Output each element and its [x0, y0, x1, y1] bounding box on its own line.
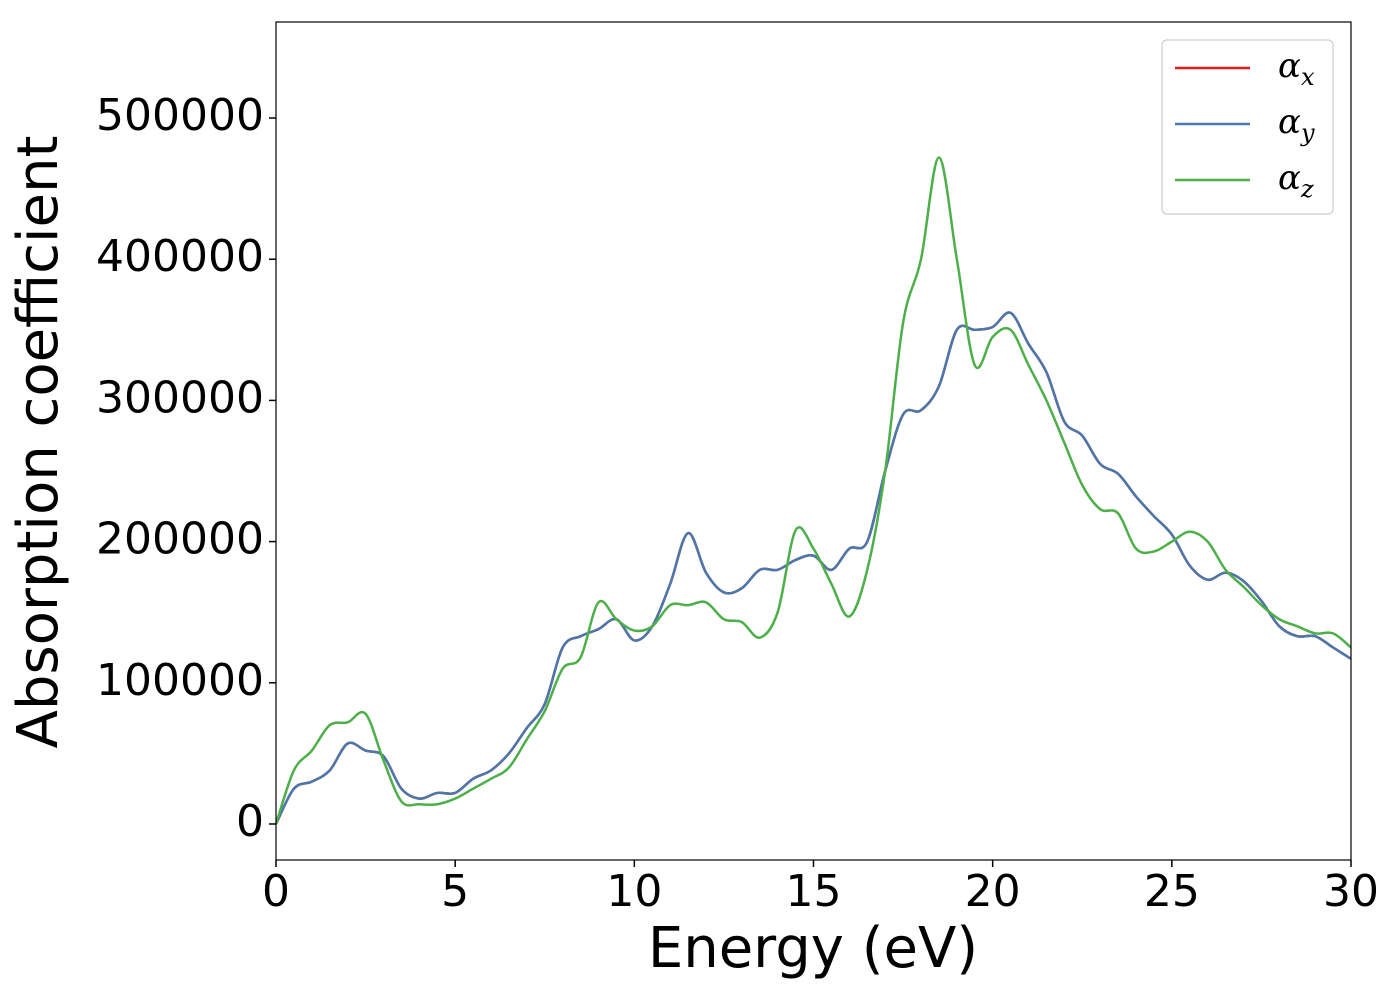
series-line	[276, 311, 1351, 825]
x-axis-label: Energy (eV)	[648, 916, 978, 981]
x-tick-label: 20	[965, 866, 1021, 917]
y-tick-label: 500000	[96, 90, 264, 141]
x-tick-label: 10	[606, 866, 662, 917]
x-tick-label: 0	[262, 866, 290, 917]
series-line	[276, 156, 1351, 825]
plot-frame	[275, 21, 1352, 861]
series-line	[276, 311, 1351, 825]
legend-label: αz	[1278, 158, 1314, 203]
y-tick-label: 200000	[96, 514, 264, 565]
y-tick-label: 0	[236, 796, 264, 847]
y-axis-label: Absorption coefficient	[6, 136, 71, 749]
y-tick-label: 300000	[96, 372, 264, 423]
x-tick-label: 25	[1144, 866, 1200, 917]
x-tick-label: 15	[786, 866, 842, 917]
y-tick-label: 400000	[96, 231, 264, 282]
y-tick-label: 100000	[96, 655, 264, 706]
x-tick-label: 30	[1323, 866, 1379, 917]
legend-label: αx	[1278, 46, 1315, 91]
legend-label: αy	[1278, 102, 1315, 147]
x-tick-label: 5	[441, 866, 469, 917]
legend-box	[1161, 39, 1334, 215]
